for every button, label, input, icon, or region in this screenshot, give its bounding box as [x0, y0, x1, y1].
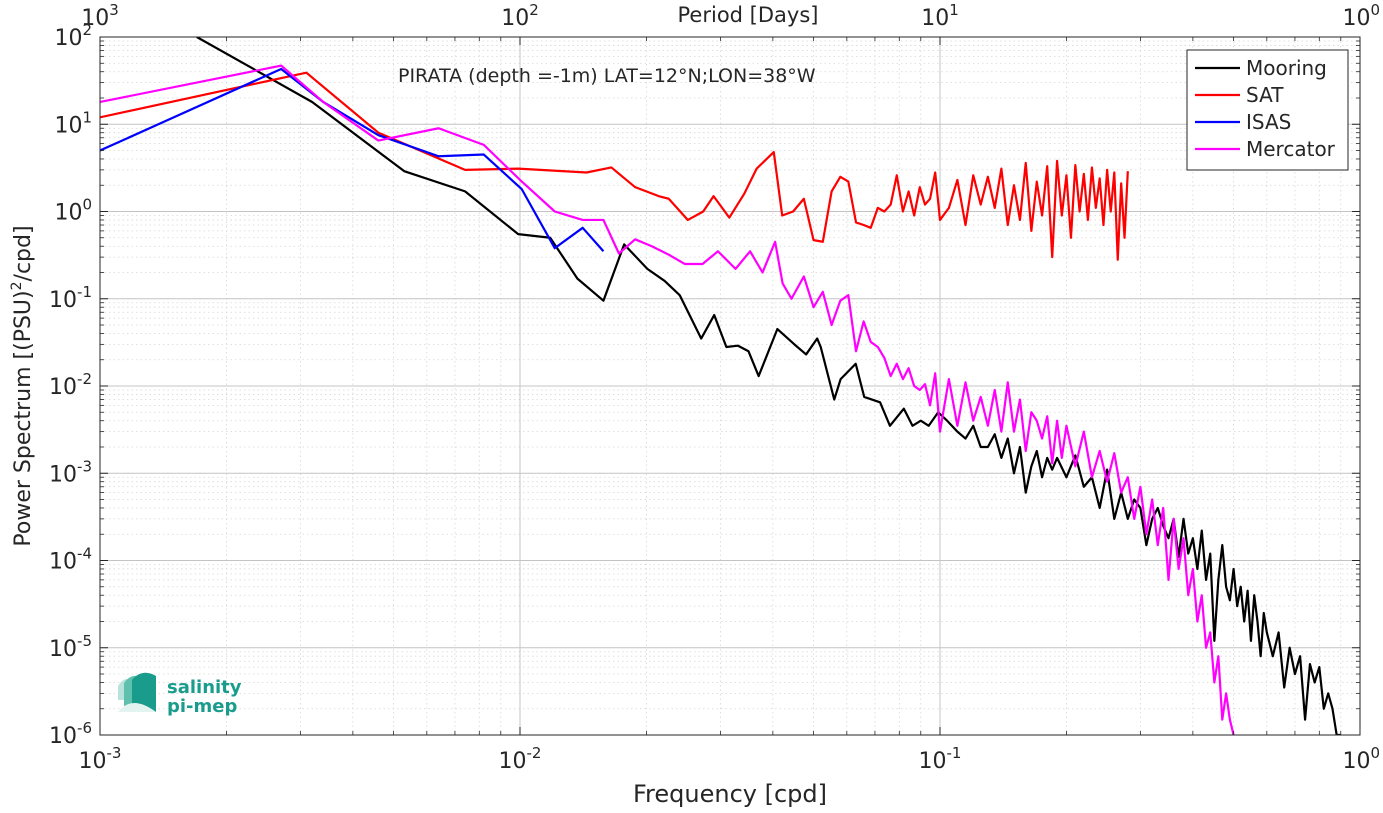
y-tick-label-exponent: -1 [77, 283, 92, 301]
x-tick-label-exponent: -3 [107, 744, 122, 762]
y-tick-label: 10-3 [49, 457, 92, 487]
chart-title: PIRATA (depth =-1m) LAT=12°N;LON=38°W [398, 65, 816, 87]
y-tick-label: 10-4 [49, 545, 92, 575]
x-tick-label: 10-3 [79, 744, 122, 774]
plot-lines [100, 37, 1341, 735]
x-tick-label-base: 10 [79, 749, 107, 774]
y-tick-label: 10-1 [49, 283, 92, 313]
series-line-mercator [100, 64, 1235, 735]
y-tick-label-base: 10 [49, 288, 77, 313]
top-tick-label: 101 [921, 1, 959, 31]
y-tick-label: 10-6 [49, 719, 92, 749]
salinity-pi-mep-logo: salinity pi-mep [118, 672, 242, 717]
top-tick-label-base: 10 [501, 6, 529, 31]
y-tick-label-base: 10 [49, 724, 77, 749]
top-tick-label-exponent: 0 [1370, 1, 1380, 19]
x-tick-label-base: 10 [919, 749, 947, 774]
y-tick-label-exponent: -5 [77, 632, 92, 650]
y-tick-label: 10-2 [49, 370, 92, 400]
series-line-mooring [196, 37, 1341, 735]
y-tick-label-exponent: -6 [77, 719, 92, 737]
y-tick-label-exponent: -4 [77, 545, 92, 563]
y-tick-label-exponent: 1 [82, 108, 92, 126]
logo-wave-base [118, 703, 156, 712]
y-tick-label-base: 10 [49, 462, 77, 487]
logo-wave-front [132, 672, 156, 712]
series-line-sat [100, 71, 1129, 261]
y-tick-label: 102 [54, 21, 92, 51]
tick-marks [99, 36, 1361, 736]
y-axis-label-main: Power Spectrum [(PSU) [11, 290, 36, 546]
legend: Mooring SAT ISAS Mercator [1186, 49, 1349, 171]
y-tick-label-exponent: 2 [82, 21, 92, 39]
y-tick-label-base: 10 [54, 201, 82, 226]
x-tick-label: 10-1 [919, 744, 962, 774]
x-tick-label-exponent: -1 [947, 744, 962, 762]
x-tick-label: 100 [1342, 744, 1380, 774]
top-tick-label-base: 10 [81, 6, 109, 31]
x-tick-label: 10-2 [499, 744, 542, 774]
logo-text-salinity: salinity [167, 677, 242, 698]
y-tick-label: 100 [54, 196, 92, 226]
top-tick-label-exponent: 1 [949, 1, 959, 19]
x-tick-label-exponent: 0 [1370, 744, 1380, 762]
x-axis-label: Frequency [cpd] [633, 780, 827, 808]
top-axis-label: Period [Days] [678, 3, 819, 27]
y-axis-label-tail: /cpd] [11, 225, 36, 281]
y-tick-label: 101 [54, 108, 92, 138]
y-tick-label: 10-5 [49, 632, 92, 662]
legend-label-mercator: Mercator [1246, 137, 1336, 161]
y-tick-label-base: 10 [49, 375, 77, 400]
legend-label-sat: SAT [1246, 83, 1284, 107]
top-tick-label-base: 10 [921, 6, 949, 31]
x-tick-label-exponent: -2 [527, 744, 542, 762]
y-tick-label-base: 10 [49, 550, 77, 575]
y-tick-label-base: 10 [49, 637, 77, 662]
top-tick-label-base: 10 [1342, 6, 1370, 31]
y-tick-label-exponent: -3 [77, 457, 92, 475]
y-tick-label-base: 10 [54, 113, 82, 138]
logo-text-pi-mep: pi-mep [167, 696, 237, 717]
x-tick-label-base: 10 [1342, 749, 1370, 774]
y-tick-label-exponent: 0 [82, 196, 92, 214]
x-tick-label-base: 10 [499, 749, 527, 774]
top-tick-label: 102 [501, 1, 539, 31]
y-axis-label-superscript: 2 [9, 281, 25, 290]
y-axis-label: Power Spectrum [(PSU)2/cpd] [9, 225, 36, 546]
series-line-isas [100, 67, 605, 253]
top-tick-label-exponent: 3 [109, 1, 119, 19]
y-tick-label-exponent: -2 [77, 370, 92, 388]
legend-label-mooring: Mooring [1246, 56, 1327, 80]
top-tick-label: 103 [81, 1, 119, 31]
legend-label-isas: ISAS [1246, 110, 1291, 134]
top-tick-label-exponent: 2 [529, 1, 539, 19]
top-tick-label: 100 [1342, 1, 1380, 31]
y-tick-label-base: 10 [54, 26, 82, 51]
major-grid [99, 36, 1361, 736]
